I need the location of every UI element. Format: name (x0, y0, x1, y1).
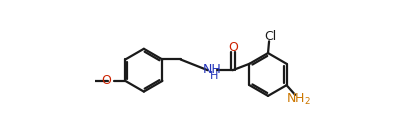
Text: O: O (227, 41, 237, 54)
Text: H: H (209, 71, 217, 81)
Text: Cl: Cl (263, 30, 275, 43)
Text: NH: NH (202, 63, 221, 76)
Text: O: O (101, 74, 111, 87)
Text: NH$_2$: NH$_2$ (285, 92, 310, 107)
